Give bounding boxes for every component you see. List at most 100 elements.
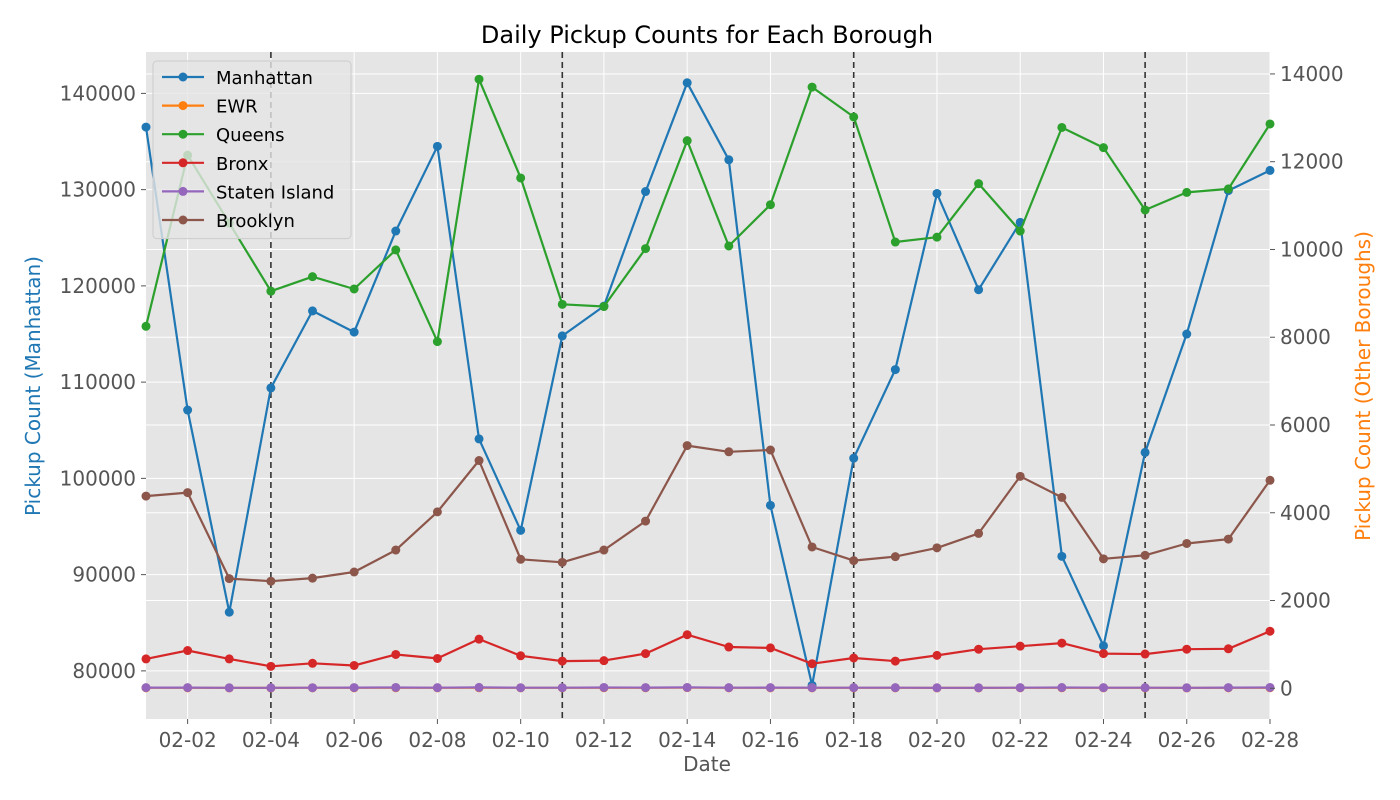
brooklyn-point: [391, 545, 401, 555]
x-tick-label: 02-12: [575, 728, 633, 752]
manhattan-point: [932, 188, 942, 198]
staten-island-point: [141, 683, 151, 693]
staten-island-point: [849, 683, 859, 693]
brooklyn-point: [765, 445, 775, 455]
series-staten-island: [141, 682, 1275, 693]
brooklyn-point: [474, 456, 484, 466]
x-tick-label: 02-26: [1158, 728, 1216, 752]
queens-point: [516, 173, 526, 183]
y-right-tick-label: 12000: [1280, 150, 1344, 174]
queens-point: [1182, 187, 1192, 197]
bronx-point: [141, 654, 151, 664]
y-right-tick-label: 14000: [1280, 62, 1344, 86]
x-tick-label: 02-14: [658, 728, 716, 752]
queens-point: [890, 237, 900, 247]
staten-island-point: [266, 683, 276, 693]
staten-island-point: [224, 683, 234, 693]
queens-point: [974, 179, 984, 189]
legend: Manhattan EWR Queens Bronx Staten Island Broo…: [152, 60, 352, 240]
staten-island-point: [474, 682, 484, 692]
manhattan-point: [557, 331, 567, 341]
staten-island-point: [599, 682, 609, 692]
legend-swatch-marker: [178, 158, 188, 168]
manhattan-point: [765, 500, 775, 510]
legend-label: Bronx: [216, 154, 269, 175]
legend-swatch-marker: [178, 186, 188, 196]
legend-label: EWR: [216, 97, 258, 118]
x-tick-label: 02-10: [492, 728, 550, 752]
brooklyn-point: [890, 552, 900, 562]
manhattan-point: [349, 327, 359, 337]
staten-island-point: [1140, 683, 1150, 693]
manhattan-point: [724, 155, 734, 165]
brooklyn-point: [974, 528, 984, 538]
series-queens: [141, 74, 1275, 347]
bronx-point: [1265, 626, 1275, 636]
bronx-point: [641, 649, 651, 659]
legend-item-staten-island: Staten Island: [162, 182, 334, 203]
queens-point: [932, 232, 942, 242]
series-bronx: [141, 626, 1275, 671]
x-tick-label: 02-28: [1241, 728, 1299, 752]
manhattan-point: [141, 122, 151, 132]
x-tick-label: 02-04: [242, 728, 300, 752]
staten-island-point: [308, 683, 318, 693]
brooklyn-point: [1015, 471, 1025, 481]
y-left-tick-label: 80000: [72, 659, 136, 683]
manhattan-point: [890, 365, 900, 375]
bronx-point: [1057, 638, 1067, 648]
queens-point: [849, 112, 859, 122]
manhattan-point: [474, 434, 484, 444]
y-right-tick-label: 4000: [1280, 501, 1331, 525]
manhattan-point: [1182, 329, 1192, 339]
brooklyn-point: [1182, 538, 1192, 548]
bronx-point: [432, 653, 442, 663]
legend-swatch-marker: [178, 215, 188, 225]
queens-point: [765, 200, 775, 210]
queens-point: [1223, 184, 1233, 194]
queens-point: [1057, 122, 1067, 132]
legend-swatch-marker: [178, 129, 188, 139]
bronx-point: [183, 646, 193, 656]
manhattan-point: [1140, 447, 1150, 457]
y-left-tick-label: 110000: [60, 370, 136, 394]
bronx-point: [1098, 649, 1108, 659]
y-right-tick-label: 8000: [1280, 325, 1331, 349]
bronx-point: [224, 654, 234, 664]
bronx-point: [1182, 644, 1192, 654]
legend-item-bronx: Bronx: [162, 154, 269, 175]
x-tick-label: 02-22: [991, 728, 1049, 752]
queens-point: [641, 244, 651, 254]
staten-island-point: [1098, 683, 1108, 693]
manhattan-point: [224, 607, 234, 617]
x-tick-label: 02-18: [825, 728, 883, 752]
legend-swatch-marker: [178, 72, 188, 82]
bronx-point: [391, 649, 401, 659]
queens-point: [557, 299, 567, 309]
manhattan-point: [974, 285, 984, 295]
bronx-point: [1140, 649, 1150, 659]
x-tick-label: 02-16: [741, 728, 799, 752]
manhattan-point: [266, 383, 276, 393]
x-tick-label: 02-08: [408, 728, 466, 752]
y-left-tick-label: 140000: [60, 81, 136, 105]
staten-island-point: [765, 683, 775, 693]
brooklyn-point: [1223, 534, 1233, 544]
manhattan-point: [1265, 165, 1275, 175]
bronx-point: [849, 653, 859, 663]
manhattan-point: [432, 141, 442, 151]
bronx-point: [724, 642, 734, 652]
staten-island-point: [349, 683, 359, 693]
legend-item-ewr: EWR: [162, 97, 258, 118]
brooklyn-point: [141, 491, 151, 501]
y-axis-right-ticks: 0 2000 4000 6000 8000 10000 12000 14000: [1270, 62, 1344, 700]
staten-island-point: [724, 683, 734, 693]
legend-label: Brooklyn: [216, 211, 295, 232]
y-axis-right-title: Pickup Count (Other Boroughs): [1351, 231, 1375, 541]
staten-island-point: [890, 683, 900, 693]
manhattan-point: [849, 453, 859, 463]
brooklyn-line: [145, 444, 1271, 583]
queens-point: [1098, 143, 1108, 153]
legend-label: Queens: [216, 125, 285, 146]
